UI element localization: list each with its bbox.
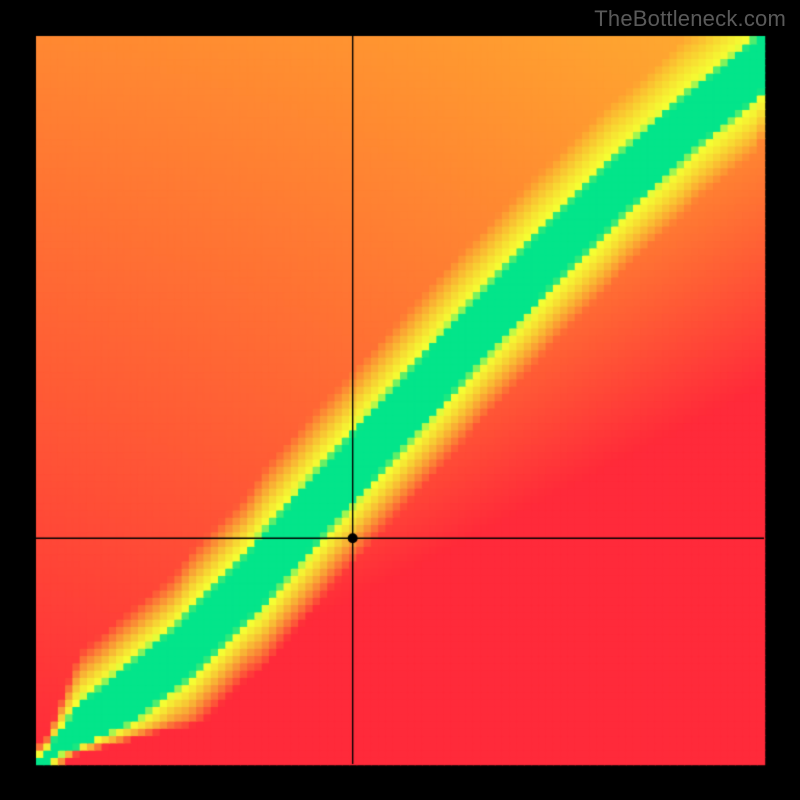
bottleneck-heatmap	[0, 0, 800, 800]
watermark-text: TheBottleneck.com	[594, 6, 786, 32]
